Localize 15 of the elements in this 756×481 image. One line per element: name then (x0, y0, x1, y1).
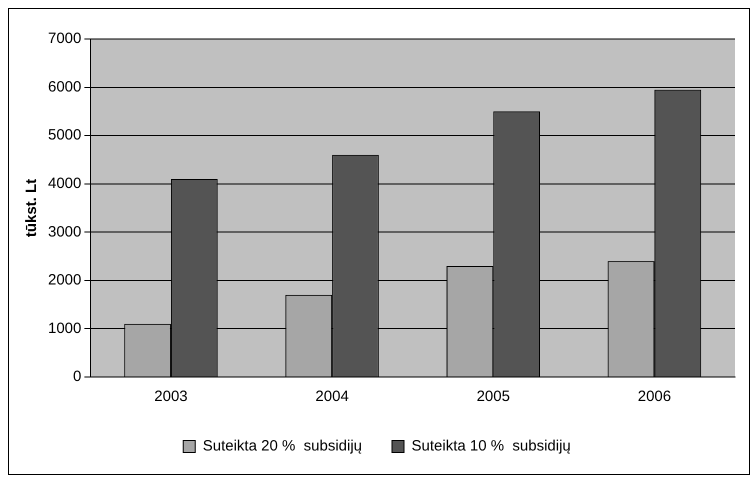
y-tick-label: 6000 (48, 78, 82, 96)
y-tick-label: 7000 (48, 30, 82, 48)
y-tick-label: 2000 (48, 272, 82, 289)
y-axis-title: tūkst. Lt (23, 178, 40, 238)
x-tick-label: 2005 (476, 388, 510, 406)
x-tick-label: 2004 (315, 388, 349, 406)
y-tick-label: 5000 (48, 126, 82, 144)
legend-label: Suteikta 10 % subsidijų (412, 438, 571, 455)
y-tick-label: 0 (73, 368, 82, 386)
y-tick-label: 1000 (48, 320, 82, 337)
x-tick-label: 2006 (638, 388, 672, 406)
y-tick-label: 4000 (48, 175, 82, 192)
y-tick-label: 3000 (48, 223, 82, 240)
legend-label: Suteikta 20 % subsidijų (202, 438, 362, 455)
x-tick-label: 2003 (154, 388, 188, 406)
